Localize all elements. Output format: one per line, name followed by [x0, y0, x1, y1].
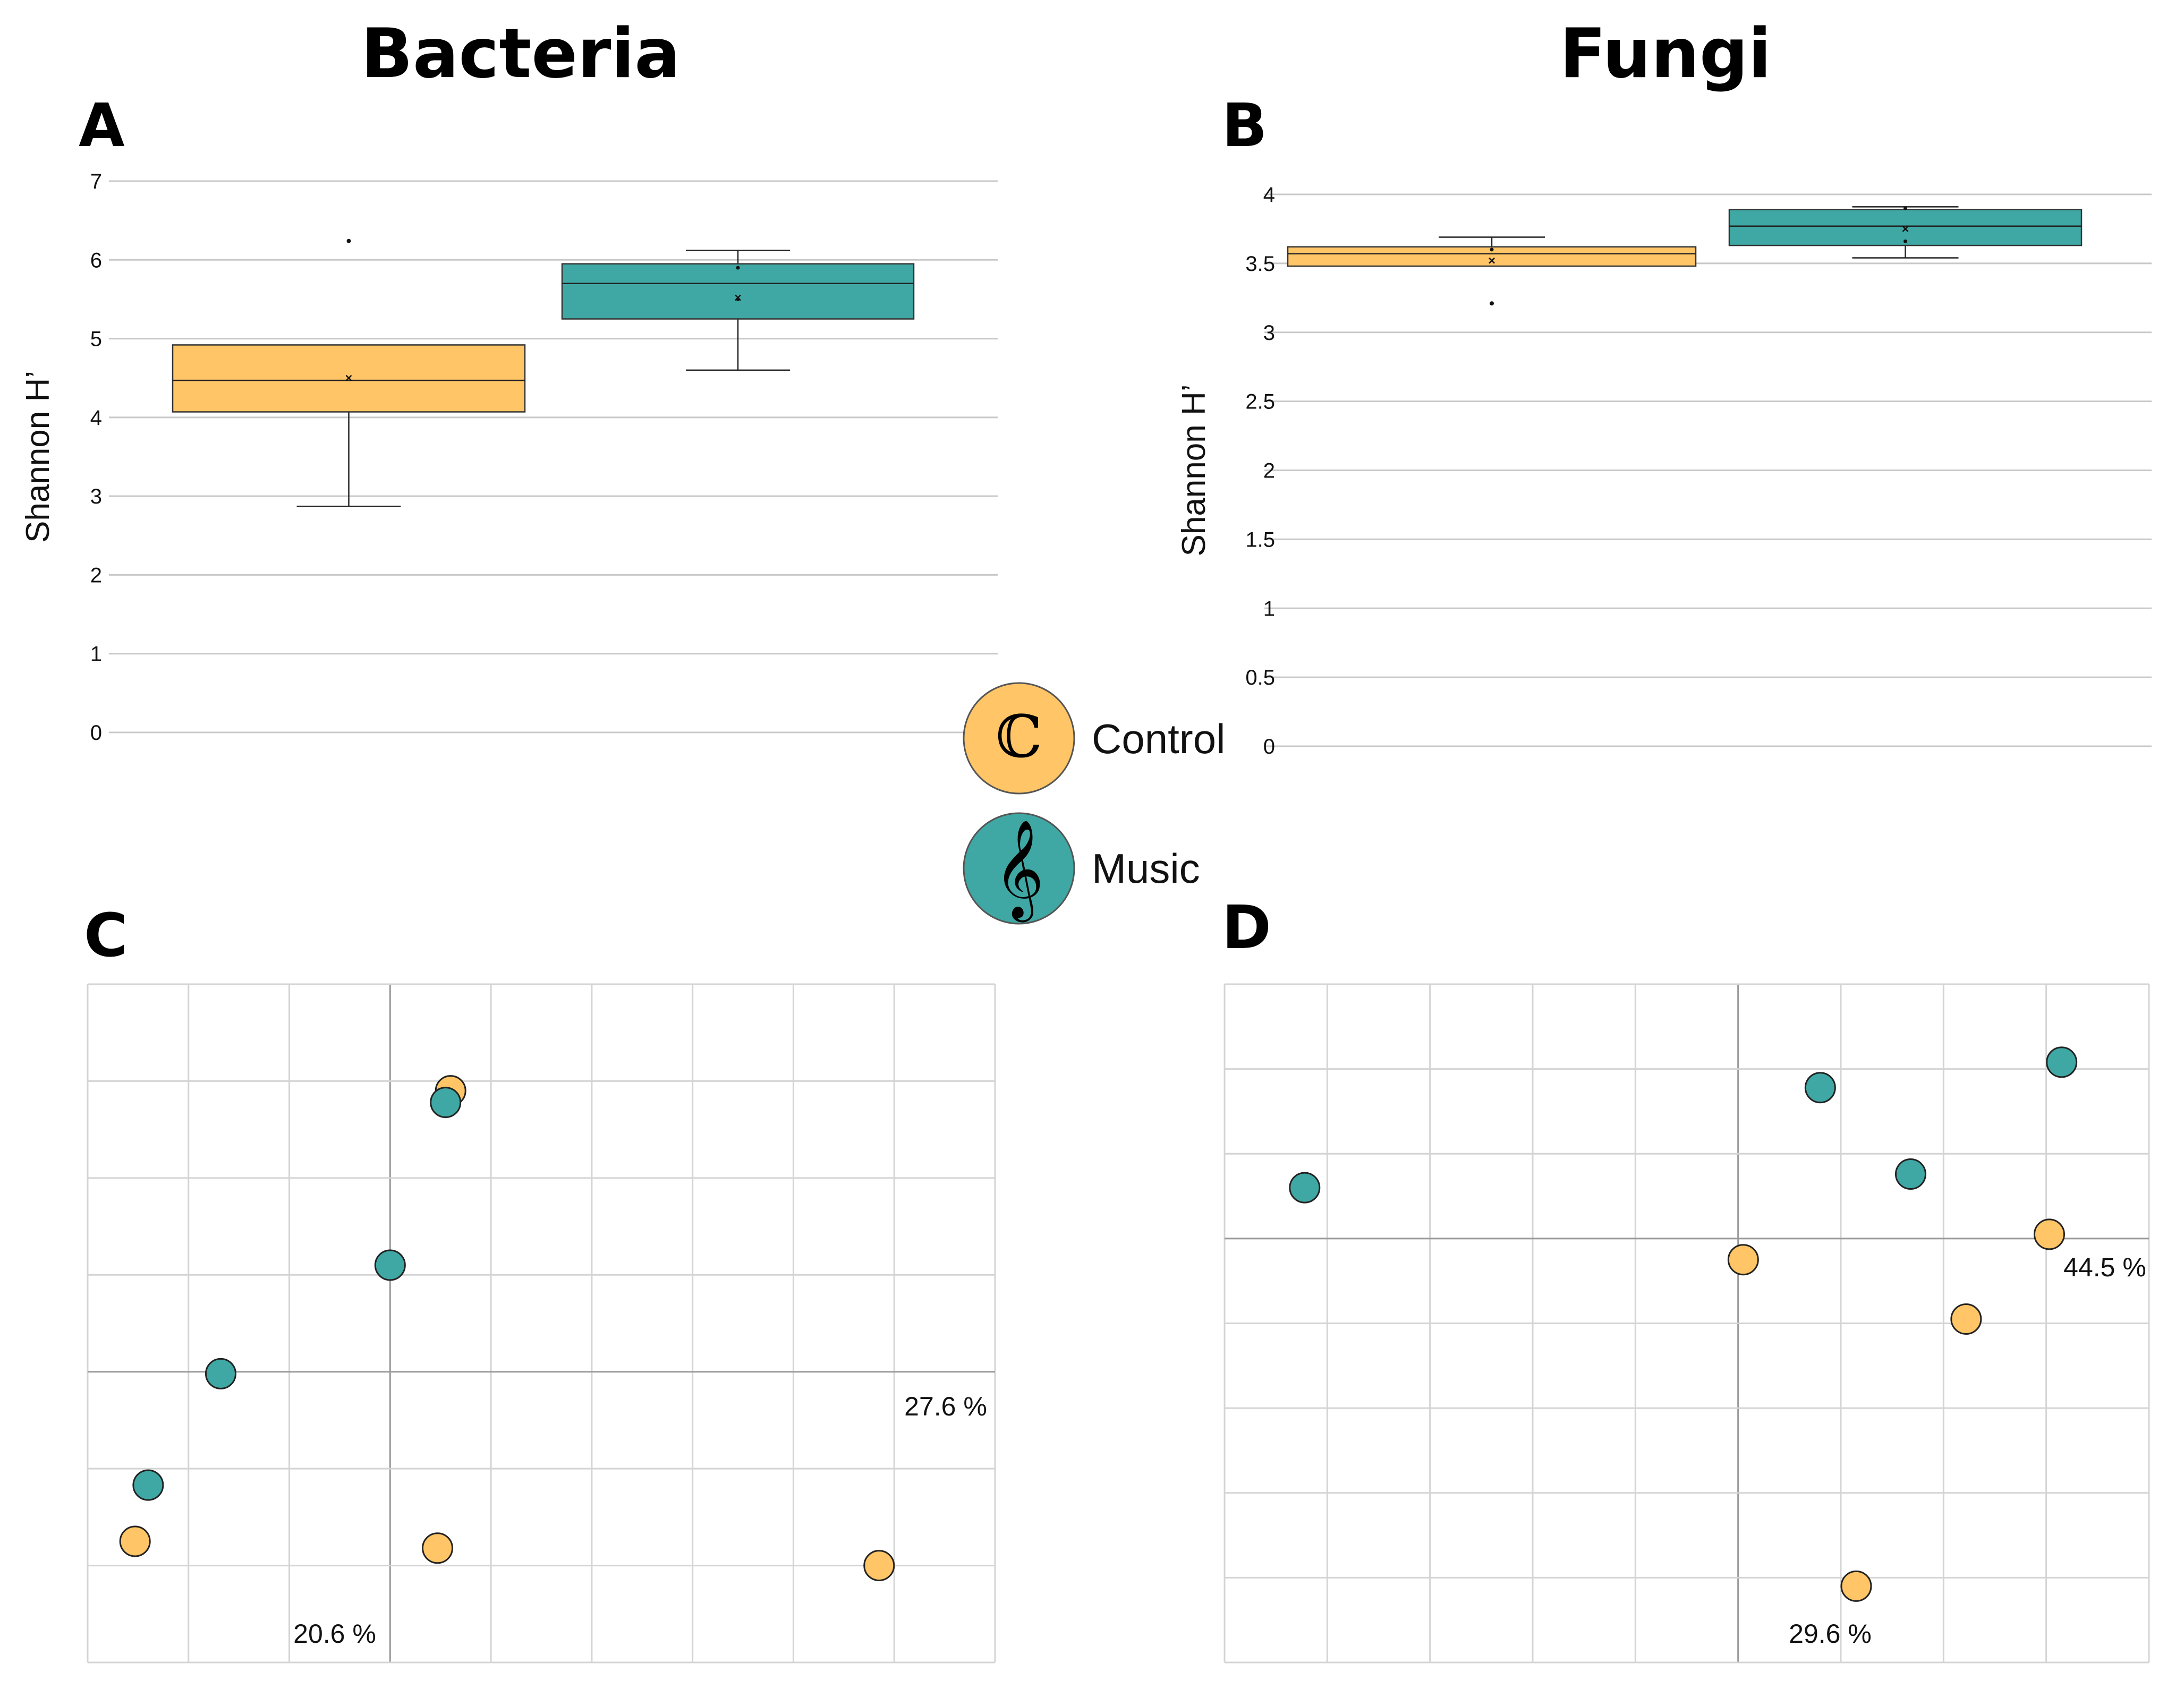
legend: ℂ Control 𝄞 Music — [963, 682, 1225, 925]
point-music — [1804, 1072, 1836, 1104]
panel-letter-d: D — [1222, 893, 1271, 962]
y-tick-label: 4 — [90, 406, 102, 430]
data-point-music — [1903, 239, 1907, 243]
y-tick-label: 0 — [90, 721, 102, 745]
bacteria-title: Bacteria — [361, 14, 680, 93]
panel-letter-b: B — [1222, 91, 1267, 160]
data-point-music — [736, 266, 740, 270]
fungi-title: Fungi — [1560, 14, 1772, 93]
legend-item-music: 𝄞 Music — [963, 812, 1200, 925]
panel-b-boxplot: 0 0.5 1 1.5 2 2.5 3 3.5 4 Shannon H’ — [1176, 183, 2152, 758]
y-axis-label: Shannon H’ — [20, 371, 56, 543]
y-tick-label: 1.5 — [1245, 528, 1275, 551]
point-music — [2046, 1046, 2078, 1078]
panel-letter-c: C — [84, 901, 128, 970]
legend-music-label: Music — [1092, 845, 1200, 892]
x-axis-variance-label: 20.6 % — [293, 1619, 376, 1649]
box-music — [561, 263, 915, 320]
treble-clef-icon: 𝄞 — [994, 818, 1044, 923]
x-axis-variance-label: 29.6 % — [1789, 1619, 1872, 1649]
y-tick-label: 7 — [90, 170, 102, 193]
panel-letter-a: A — [79, 91, 125, 160]
y-axis-variance-label: 44.5 % — [2063, 1252, 2146, 1282]
y-tick-label: 5 — [90, 328, 102, 351]
data-point-control — [1490, 248, 1494, 252]
point-control — [1840, 1570, 1872, 1602]
legend-control-marker — [963, 682, 1075, 795]
y-tick-label: 4 — [1263, 183, 1275, 207]
y-tick-label: 6 — [90, 249, 102, 272]
y-tick-label: 0 — [1263, 735, 1275, 758]
legend-item-control: ℂ Control — [963, 682, 1225, 795]
y-axis-variance-label: 27.6 % — [904, 1392, 987, 1421]
panel-a-boxplot: 0 1 2 3 4 5 6 7 Shannon H’ — [20, 170, 998, 745]
mean-marker-control — [1489, 257, 1495, 264]
y-tick-label: 0.5 — [1245, 666, 1275, 689]
data-point-music — [736, 297, 740, 301]
point-music — [374, 1249, 406, 1281]
point-music — [205, 1358, 237, 1389]
point-control — [1727, 1244, 1759, 1276]
y-tick-label: 3 — [90, 485, 102, 508]
outlier-control — [346, 238, 351, 243]
mean-marker-music — [1902, 226, 1909, 232]
point-control — [2033, 1218, 2065, 1250]
panel-c-scatter: 20.6 % 27.6 % — [87, 983, 996, 1664]
panel-d-scatter: 29.6 % 44.5 % — [1223, 983, 2150, 1664]
point-music — [430, 1087, 462, 1119]
y-tick-label: 2.5 — [1245, 390, 1275, 414]
point-control — [422, 1532, 454, 1564]
y-tick-label: 3 — [1263, 321, 1275, 345]
y-tick-label: 2 — [1263, 459, 1275, 483]
point-music — [1894, 1158, 1926, 1190]
y-tick-label: 1 — [1263, 597, 1275, 620]
data-point-music — [1903, 206, 1907, 210]
y-tick-label: 1 — [90, 643, 102, 666]
y-tick-label: 2 — [90, 564, 102, 587]
point-control — [863, 1550, 895, 1582]
y-tick-label: 3.5 — [1245, 252, 1275, 276]
legend-music-marker — [963, 812, 1075, 925]
control-letter-icon: ℂ — [996, 703, 1042, 771]
point-music — [1289, 1172, 1321, 1204]
mean-marker-control — [345, 374, 352, 381]
legend-control-label: Control — [1092, 715, 1225, 762]
point-control — [1950, 1303, 1982, 1335]
outlier-control — [1490, 301, 1494, 306]
y-axis-label: Shannon H’ — [1176, 384, 1212, 556]
point-control — [119, 1525, 151, 1557]
point-music — [132, 1469, 164, 1501]
